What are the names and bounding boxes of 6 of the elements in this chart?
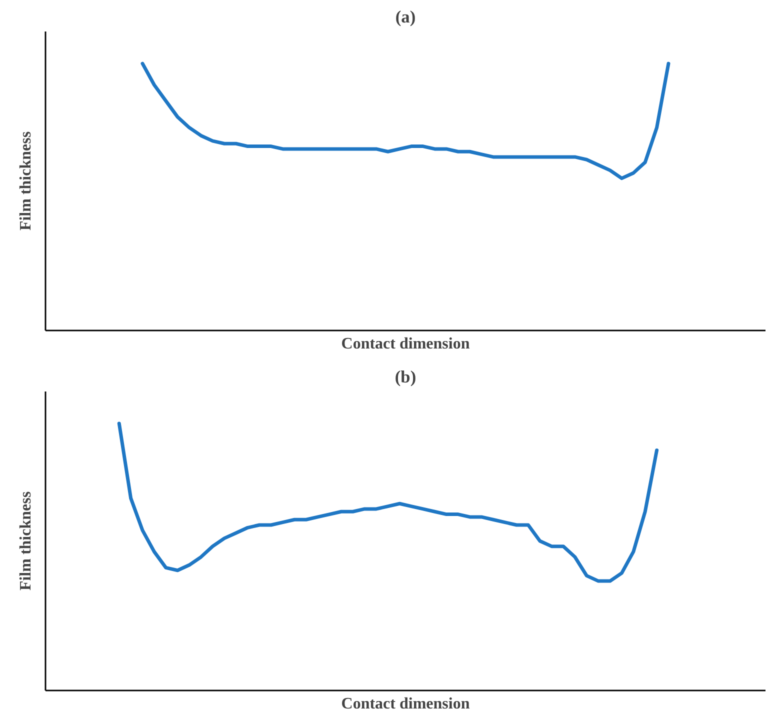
y-axis-title: Film thickness [18, 491, 34, 591]
x-axis-title: Contact dimension [341, 696, 470, 712]
chart-title: (a) [395, 8, 416, 26]
chart-title: (b) [394, 368, 416, 386]
y-axis-title: Film thickness [18, 131, 34, 231]
x-axis-title: Contact dimension [341, 336, 470, 352]
